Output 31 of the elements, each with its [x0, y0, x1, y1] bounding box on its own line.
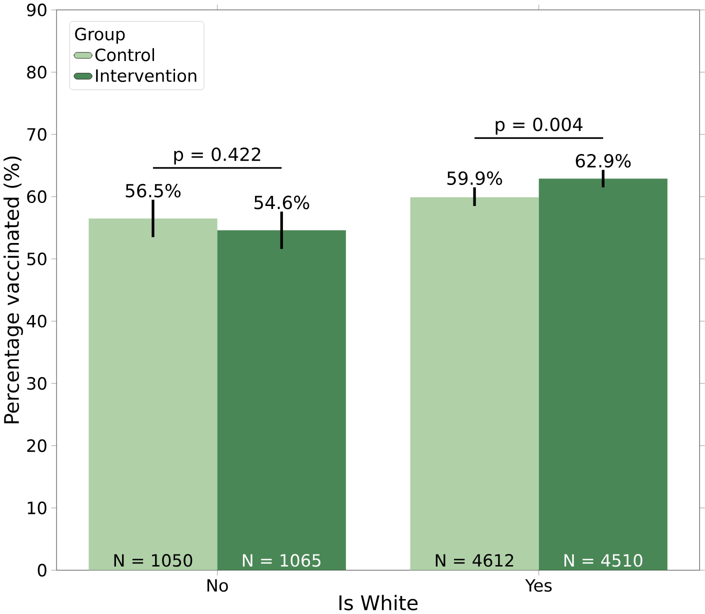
legend-label: Control: [95, 48, 154, 62]
data-label: 54.6%: [254, 196, 310, 210]
bar: [88, 218, 218, 570]
x-tick-label: No: [207, 579, 228, 592]
annotation: N = 1050: [114, 554, 192, 567]
data-label: 56.5%: [126, 184, 181, 198]
data-label: 62.9%: [576, 154, 631, 168]
annotation: N = 4612: [436, 554, 514, 567]
y-tick-label: 70: [27, 128, 46, 141]
annotation: N = 4510: [564, 554, 642, 567]
y-tick-label: 0: [38, 564, 46, 577]
bar: [217, 230, 346, 570]
y-tick-label: 60: [27, 190, 46, 204]
y-tick-label: 40: [26, 314, 46, 328]
annotation: N = 1065: [242, 554, 320, 567]
y-tick-label: 10: [28, 502, 46, 514]
annotation: p = 0.004: [496, 118, 582, 135]
legend-label: Intervention: [96, 69, 196, 82]
bar: [538, 178, 668, 570]
y-tick-label: 20: [27, 439, 46, 452]
y-tick-label: 30: [27, 377, 46, 390]
x-tick-label: Yes: [525, 579, 552, 592]
y-tick-label: 80: [27, 66, 46, 79]
y-axis-title: Percentage vaccinated (%): [4, 156, 23, 424]
x-axis-title: Is White: [339, 594, 418, 610]
legend-title: Group: [75, 28, 125, 44]
annotation: p = 0.422: [174, 148, 260, 165]
data-label: 59.9%: [447, 171, 502, 186]
y-tick-label: 50: [27, 252, 46, 266]
bar: [410, 197, 539, 570]
y-tick-label: 90: [27, 4, 46, 16]
